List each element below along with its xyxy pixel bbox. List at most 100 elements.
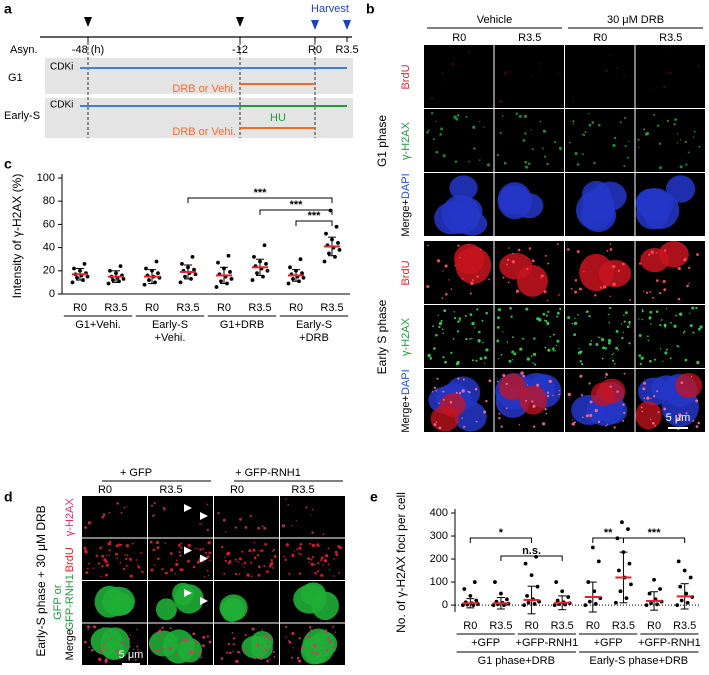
focus bbox=[186, 638, 189, 642]
focus bbox=[645, 291, 649, 294]
focus bbox=[508, 70, 511, 74]
x-tick-label: R3.5 bbox=[320, 302, 343, 314]
focus bbox=[651, 421, 655, 425]
focus bbox=[573, 421, 576, 424]
panel-letter: a bbox=[4, 1, 12, 17]
focus bbox=[522, 337, 525, 340]
focus bbox=[105, 648, 107, 650]
focus bbox=[456, 330, 460, 333]
data-point bbox=[291, 277, 295, 281]
focus bbox=[465, 115, 468, 118]
focus bbox=[104, 658, 108, 662]
focus bbox=[85, 571, 89, 575]
y-tick-label: 0 bbox=[49, 288, 55, 300]
focus bbox=[622, 403, 625, 406]
focus bbox=[547, 310, 550, 314]
focus bbox=[479, 248, 482, 251]
focus bbox=[572, 99, 574, 102]
data-point bbox=[265, 268, 270, 273]
focus bbox=[172, 642, 174, 645]
y-tick-label: 200 bbox=[430, 553, 448, 565]
focus bbox=[538, 318, 542, 322]
data-point bbox=[592, 589, 597, 594]
channel-part: DAPI bbox=[400, 369, 412, 395]
focus bbox=[175, 562, 179, 567]
focus bbox=[620, 323, 623, 325]
focus bbox=[441, 297, 444, 299]
scale-bar-label: 5 μm bbox=[666, 412, 691, 424]
focus bbox=[153, 501, 156, 505]
focus bbox=[186, 559, 190, 563]
nucleus bbox=[581, 180, 612, 209]
focus bbox=[325, 629, 328, 632]
focus bbox=[559, 307, 562, 310]
focus bbox=[567, 392, 571, 397]
focus bbox=[611, 359, 615, 362]
focus bbox=[229, 651, 232, 655]
focus bbox=[162, 506, 166, 510]
data-point bbox=[229, 277, 234, 281]
focus bbox=[496, 154, 500, 157]
focus bbox=[471, 359, 474, 362]
focus bbox=[524, 160, 528, 164]
focus bbox=[607, 313, 610, 316]
data-point bbox=[649, 601, 653, 606]
focus bbox=[251, 627, 255, 631]
channel-label: γ-H2AX bbox=[400, 121, 412, 160]
focus bbox=[497, 316, 500, 320]
focus bbox=[695, 425, 699, 429]
focus bbox=[677, 297, 681, 301]
focus bbox=[104, 642, 107, 645]
focus bbox=[648, 316, 652, 320]
focus bbox=[663, 407, 667, 411]
focus bbox=[206, 555, 210, 559]
focus bbox=[241, 563, 244, 566]
focus bbox=[629, 323, 631, 325]
focus bbox=[433, 386, 437, 389]
focus bbox=[438, 325, 441, 329]
focus bbox=[115, 649, 119, 653]
focus bbox=[673, 324, 677, 328]
focus bbox=[676, 344, 678, 347]
arrowhead bbox=[343, 20, 351, 30]
focus bbox=[108, 632, 110, 634]
timepoint-label: R0 bbox=[98, 484, 112, 496]
focus bbox=[691, 376, 693, 378]
data-point bbox=[626, 527, 630, 532]
focus bbox=[200, 656, 203, 659]
focus bbox=[316, 543, 319, 546]
data-point bbox=[590, 545, 595, 550]
nucleus bbox=[94, 585, 125, 618]
focus bbox=[616, 67, 619, 70]
focus bbox=[581, 133, 583, 135]
timepoint-label: R3.5 bbox=[659, 32, 682, 44]
focus bbox=[457, 244, 460, 247]
focus bbox=[616, 390, 619, 393]
focus bbox=[426, 284, 430, 289]
focus bbox=[469, 313, 473, 317]
focus bbox=[332, 625, 335, 628]
focus bbox=[513, 352, 517, 356]
focus bbox=[101, 643, 104, 646]
focus bbox=[104, 573, 108, 577]
focus bbox=[296, 656, 300, 660]
data-point bbox=[300, 271, 304, 276]
focus bbox=[454, 160, 458, 163]
focus bbox=[457, 377, 460, 380]
timepoint-label: R0 bbox=[452, 32, 466, 44]
focus bbox=[663, 249, 667, 252]
focus bbox=[101, 565, 104, 568]
data-point bbox=[566, 595, 571, 599]
focus bbox=[488, 278, 491, 281]
nucleus bbox=[665, 175, 696, 203]
focus bbox=[591, 121, 595, 124]
focus bbox=[506, 258, 510, 261]
focus bbox=[285, 543, 289, 547]
focus bbox=[136, 628, 138, 631]
focus bbox=[518, 424, 521, 426]
focus bbox=[546, 394, 550, 398]
focus bbox=[488, 379, 492, 383]
data-point bbox=[468, 593, 473, 598]
focus bbox=[503, 71, 507, 75]
focus bbox=[455, 391, 458, 394]
